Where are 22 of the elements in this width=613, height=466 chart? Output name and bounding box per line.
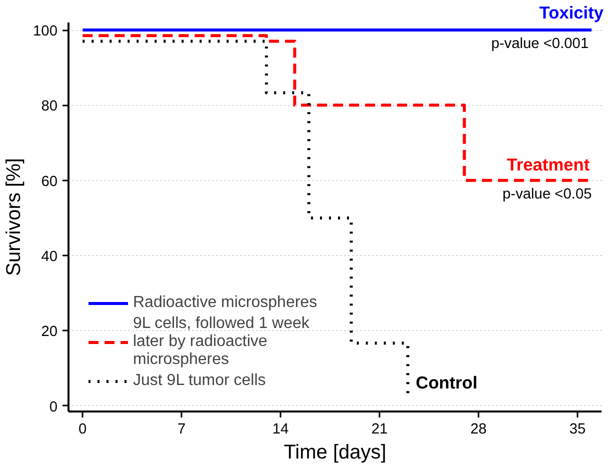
x-axis-title: Time [days] (284, 442, 386, 464)
annotation: Treatment (506, 154, 590, 174)
y-tick-label: 80 (41, 98, 58, 115)
x-tick-label: 21 (371, 422, 388, 438)
annotation: Control (416, 372, 478, 392)
legend-label: 9L cells, followed 1 week later by radioactive microspheres (133, 315, 310, 369)
annotation: p-value <0.001 (491, 36, 589, 52)
y-axis-title: Survivors [%] (3, 158, 26, 276)
x-tick-label: 28 (470, 422, 487, 438)
y-tick-label: 0 (49, 399, 58, 416)
x-tick-label: 35 (569, 422, 586, 438)
y-tick-label: 60 (41, 174, 58, 190)
legend-label: Radioactive microspheres (133, 294, 318, 312)
x-tick-label: 7 (178, 422, 186, 438)
y-tick-label: 40 (41, 249, 58, 266)
text: Toxicity (539, 2, 604, 22)
legend-label: Just 9L tumor cells (133, 372, 266, 390)
y-tick-label: 100 (33, 24, 58, 40)
y-tick-label: 20 (41, 324, 58, 340)
x-tick-label: 0 (78, 422, 87, 438)
annotation: p-value <0.05 (502, 186, 592, 202)
x-tick-label: 14 (272, 422, 289, 438)
